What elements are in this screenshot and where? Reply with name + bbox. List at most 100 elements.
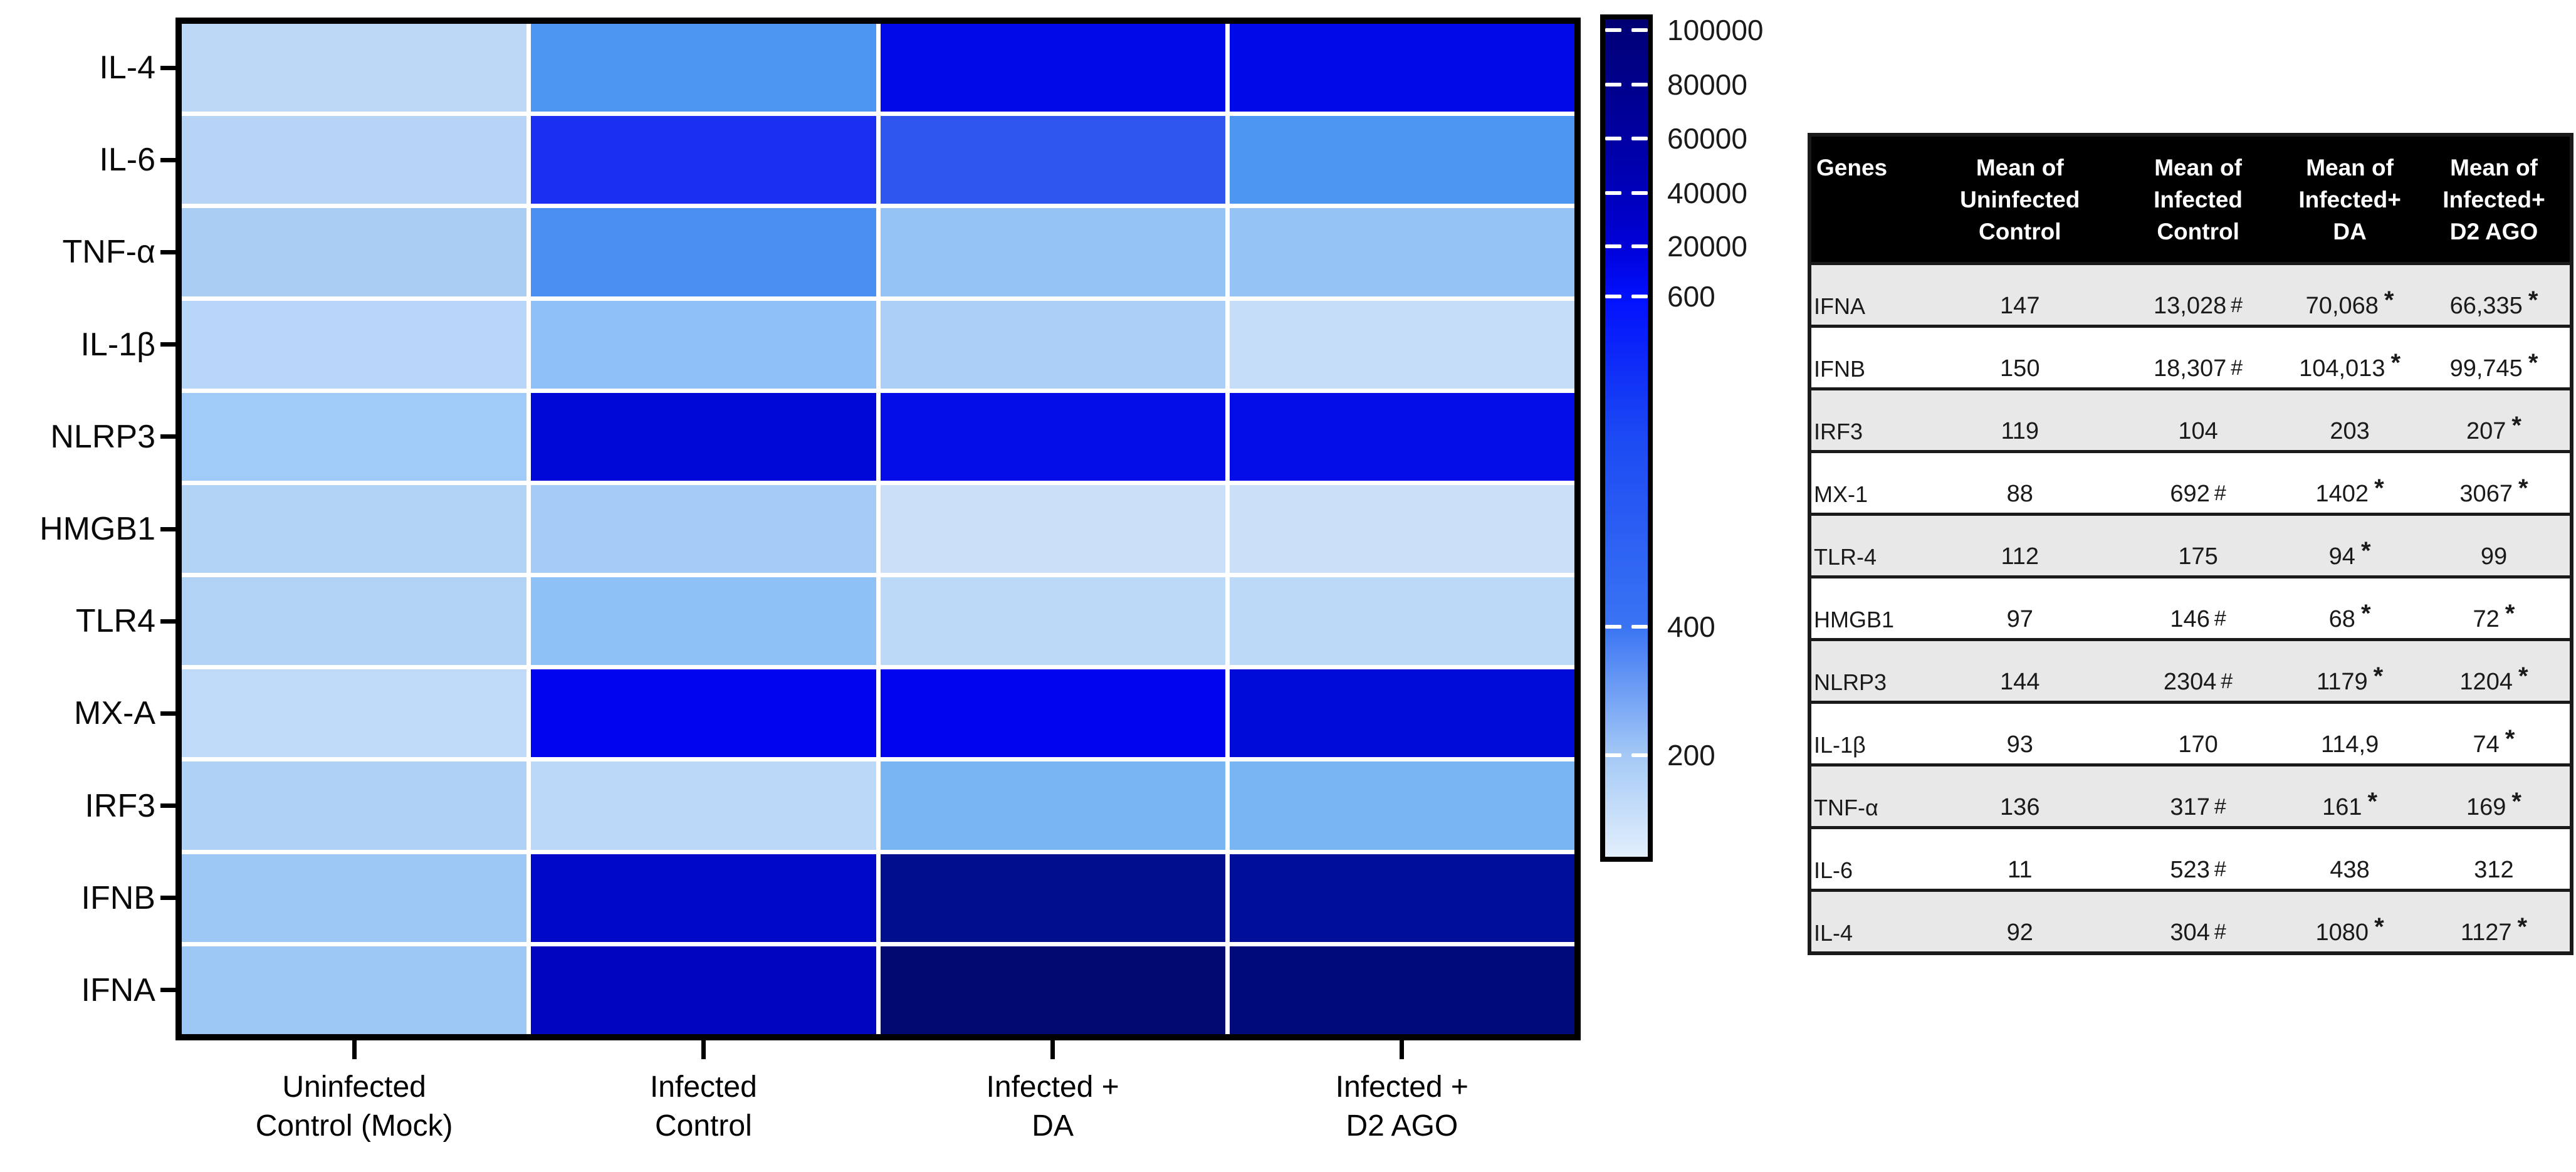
heatmap-cell (1229, 116, 1574, 204)
star-significance-mark: * (2367, 788, 2378, 815)
heatmap-cell (1229, 577, 1574, 666)
table-gene-cell: IFNB (1814, 356, 1866, 382)
table-header-row: Genes Mean of Uninfected Control Mean of I… (1811, 137, 2570, 262)
table-gene-cell: IL-4 (1814, 920, 1853, 946)
colorbar-tick-left (1605, 244, 1621, 249)
heatmap-cell (1229, 761, 1574, 850)
heatmap-row-label: IL-6 (99, 142, 155, 179)
hash-significance-mark: # (2214, 920, 2226, 944)
star-significance-mark: * (2518, 474, 2528, 502)
colorbar-tick-label: 600 (1667, 280, 1715, 313)
table-gene-cell: TLR-4 (1814, 544, 1877, 570)
heatmap (175, 18, 1581, 1040)
table-value-cell: 304 # (2170, 919, 2226, 946)
colorbar-tick-right (1631, 28, 1648, 33)
heatmap-y-tick (160, 711, 176, 716)
star-significance-mark: * (2374, 474, 2384, 502)
table-row: IFNB 150 18,307 # 104,013 * 99,745 * (1811, 325, 2570, 387)
heatmap-x-tick (352, 1040, 357, 1059)
heatmap-cell (880, 761, 1225, 850)
heatmap-row-label: MX-A (74, 695, 155, 732)
star-significance-mark: * (2373, 662, 2384, 690)
table-value-cell: 88 (2006, 481, 2033, 507)
table-row: HMGB1 97 146 # 68 * 72 * (1811, 575, 2570, 638)
heatmap-cell (1229, 484, 1574, 573)
star-significance-mark: * (2505, 725, 2515, 753)
table-value-cell: 1402 * (2315, 474, 2384, 507)
table-value-cell: 150 (2000, 355, 2040, 382)
heatmap-cell (1229, 24, 1574, 112)
heatmap-cell (182, 854, 527, 942)
colorbar-tick-left (1605, 83, 1621, 87)
heatmap-cell (1229, 208, 1574, 296)
table-row: IL-1β 93 170 114,9 74 * (1811, 701, 2570, 763)
table-value-cell: 97 (2006, 606, 2033, 632)
heatmap-y-tick (160, 342, 176, 347)
heatmap-cell (880, 116, 1225, 204)
heatmap-cell (531, 669, 876, 758)
table-row: IFNA 147 13,028 # 70,068 * 66,335 * (1811, 262, 2570, 325)
colorbar-tick-label: 200 (1667, 739, 1715, 772)
table-gene-cell: IFNA (1814, 293, 1866, 319)
table-gene-cell: IRF3 (1814, 419, 1863, 444)
table-header-cell: Mean of Uninfected Control (1960, 155, 2080, 245)
heatmap-cell (531, 116, 876, 204)
star-significance-mark: * (2360, 537, 2371, 565)
table-value-cell: 1127 * (2460, 913, 2528, 946)
table-value-cell: 66,335 * (2449, 286, 2538, 319)
heatmap-cell (531, 24, 876, 112)
table-value-cell: 72 * (2473, 600, 2515, 632)
table-value-cell: 161 * (2322, 788, 2378, 820)
heatmap-cell (531, 392, 876, 481)
heatmap-cell (880, 577, 1225, 666)
table-value-cell: 169 * (2466, 788, 2521, 820)
heatmap-cell (880, 392, 1225, 481)
colorbar-tick-left (1605, 753, 1621, 758)
table-header-cell: Mean of Infected+ DA (2298, 155, 2401, 245)
table-header-cell: Mean of Infected Control (2154, 155, 2243, 245)
star-significance-mark: * (2360, 600, 2371, 627)
colorbar-tick-label: 20000 (1667, 230, 1747, 263)
table-value-cell: 92 (2006, 919, 2033, 946)
table-value-cell: 68 * (2328, 600, 2371, 632)
colorbar-tick-label: 400 (1667, 610, 1715, 643)
heatmap-y-tick (160, 896, 176, 901)
star-significance-mark: * (2390, 349, 2401, 377)
heatmap-cell (531, 854, 876, 942)
heatmap-cell (880, 854, 1225, 942)
table-gene-cell: IL-1β (1814, 732, 1866, 758)
table-value-cell: 170 (2178, 731, 2218, 758)
heatmap-cell (531, 208, 876, 296)
colorbar (1600, 14, 1653, 862)
hash-significance-mark: # (2214, 607, 2226, 630)
heatmap-cell (880, 300, 1225, 389)
table-value-cell: 11 (2008, 857, 2033, 883)
colorbar-tick-left (1605, 624, 1621, 629)
heatmap-cell (880, 484, 1225, 573)
star-significance-mark: * (2374, 913, 2384, 941)
heatmap-row-label: IRF3 (85, 787, 155, 824)
heatmap-x-tick (1400, 1040, 1405, 1059)
heatmap-y-tick (160, 249, 176, 254)
heatmap-cell (182, 392, 527, 481)
star-significance-mark: * (2528, 349, 2538, 377)
heatmap-cell (1229, 669, 1574, 758)
table-header-cell: Genes (1816, 155, 1888, 181)
table-row: NLRP3 144 2304 # 1179 * 1204 * (1811, 638, 2570, 701)
table-value-cell: 74 * (2473, 725, 2515, 758)
table-value-cell: 3067 * (2459, 474, 2528, 507)
heatmap-cell (1229, 300, 1574, 389)
table-value-cell: 438 (2330, 857, 2370, 883)
heatmap-cell (1229, 392, 1574, 481)
heatmap-cell (531, 946, 876, 1034)
heatmap-row-label: IL-4 (99, 50, 155, 86)
star-significance-mark: * (2518, 662, 2528, 690)
heatmap-cell (1229, 854, 1574, 942)
heatmap-row-label: IL-1β (80, 326, 155, 363)
heatmap-row-label: IFNB (81, 879, 155, 916)
table-value-cell: 207 * (2466, 412, 2521, 444)
colorbar-tick-left (1605, 191, 1621, 195)
heatmap-cell (531, 484, 876, 573)
heatmap-cell (182, 484, 527, 573)
colorbar-gradient (1605, 19, 1648, 857)
